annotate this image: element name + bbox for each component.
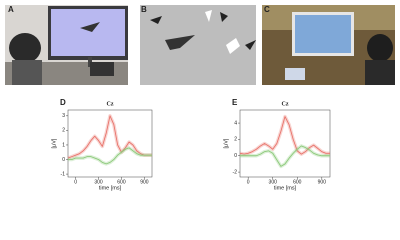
photo-c <box>262 5 395 85</box>
line <box>67 115 152 159</box>
y-tick-label: 2 <box>62 128 65 134</box>
figure: A B C D Cz -1 0 1 2 3 0 300 600 900 time [ms] [μV] E C… <box>5 5 395 191</box>
line <box>240 145 330 167</box>
x-tick-label: 600 <box>293 179 302 185</box>
y-tick-label: 0 <box>234 153 237 159</box>
band <box>239 114 330 156</box>
x-tick-label: 300 <box>269 179 278 185</box>
x-tick-label: 0 <box>74 179 77 185</box>
photo-b <box>140 5 256 85</box>
x-tick-label: 0 <box>247 179 250 185</box>
y-tick-label: 3 <box>62 113 65 119</box>
y-tick-label: 1 <box>62 142 65 148</box>
y-tick-label: -2 <box>233 169 238 175</box>
y-axis-label: [μV] <box>223 138 229 148</box>
plot-frame <box>239 109 331 178</box>
panel-label: D <box>60 98 66 107</box>
line <box>239 116 330 155</box>
photo-a <box>5 5 128 85</box>
x-axis-label: time [ms] <box>99 185 122 191</box>
chart-title: Cz <box>107 101 114 107</box>
band <box>68 146 152 166</box>
chart-title: Cz <box>282 101 289 107</box>
y-tick-label: 0 <box>62 157 65 163</box>
plot-frame <box>67 109 153 178</box>
x-axis-label: time [ms] <box>274 185 297 191</box>
x-tick-label: 900 <box>140 179 149 185</box>
panel-label: B <box>141 5 147 14</box>
line <box>68 147 152 165</box>
y-tick-label: -1 <box>61 171 66 177</box>
y-tick-label: 4 <box>234 120 237 126</box>
y-tick-label: 2 <box>234 137 237 143</box>
y-axis-label: [μV] <box>51 138 57 148</box>
x-tick-label: 600 <box>117 179 126 185</box>
panel-label: A <box>8 5 14 14</box>
x-tick-label: 900 <box>318 179 327 185</box>
band <box>67 114 152 160</box>
panel-label: C <box>264 5 270 14</box>
x-tick-label: 300 <box>94 179 103 185</box>
panel-label: E <box>232 98 238 107</box>
